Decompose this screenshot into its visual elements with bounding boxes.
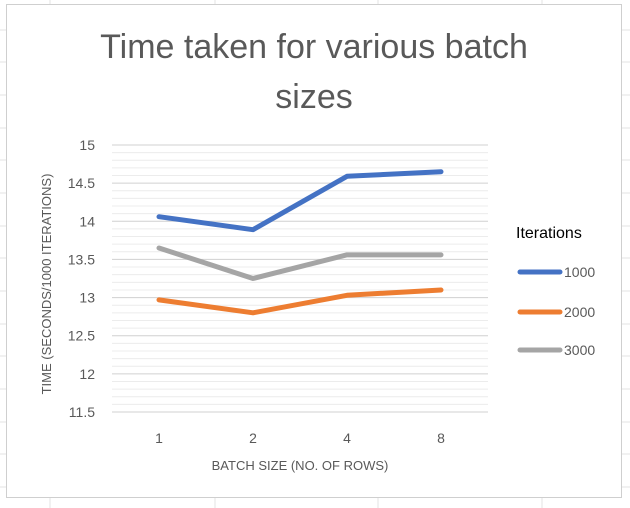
- chart-title-line-2: sizes: [275, 78, 352, 116]
- x-tick-label: 1: [155, 430, 163, 446]
- x-tick-label: 8: [437, 430, 445, 446]
- legend-label: 2000: [564, 304, 595, 320]
- x-tick-label: 4: [343, 430, 351, 446]
- y-tick-label: 14: [79, 213, 95, 229]
- y-axis-ticks: 11.5 12 12.5 13 13.5 14 14.5 15: [68, 137, 95, 420]
- legend-item-3000[interactable]: 3000: [517, 342, 595, 358]
- series-line-1000[interactable]: [156, 169, 444, 233]
- y-tick-label: 12: [79, 366, 95, 382]
- y-tick-label: 13: [79, 290, 95, 306]
- legend-item-2000[interactable]: 2000: [517, 304, 595, 320]
- series-line-2000[interactable]: [156, 287, 444, 316]
- y-tick-label: 14.5: [68, 175, 95, 191]
- y-tick-label: 11.5: [69, 404, 95, 420]
- y-axis-title: TIME (SECONDS/1000 ITERATIONS): [39, 174, 54, 395]
- plot-gridlines: [112, 144, 488, 413]
- legend-label: 3000: [564, 342, 595, 358]
- legend-label: 1000: [564, 264, 595, 280]
- x-axis-ticks: 1 2 4 8: [155, 430, 445, 446]
- y-tick-label: 13.5: [68, 251, 95, 267]
- y-tick-label: 15: [79, 137, 95, 153]
- x-axis-title: BATCH SIZE (NO. OF ROWS): [212, 458, 389, 473]
- x-tick-label: 2: [249, 430, 257, 446]
- legend-item-1000[interactable]: 1000: [517, 264, 595, 280]
- y-tick-label: 12.5: [68, 328, 95, 344]
- chart-title-line-1: Time taken for various batch: [100, 28, 528, 66]
- legend: 1000 2000 3000: [517, 264, 595, 358]
- series-line-3000[interactable]: [156, 245, 444, 281]
- legend-title: Iterations: [516, 225, 582, 242]
- series-lines: [156, 169, 444, 316]
- chart-area[interactable]: [6, 4, 622, 498]
